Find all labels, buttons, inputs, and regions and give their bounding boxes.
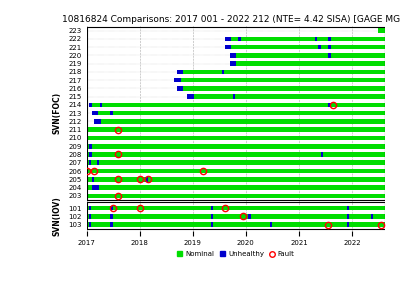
Bar [371, 214, 373, 219]
Bar [86, 128, 385, 132]
Bar [224, 37, 385, 41]
Bar [224, 45, 385, 50]
Bar [86, 214, 385, 219]
Bar [230, 61, 236, 66]
Bar [222, 70, 224, 74]
Bar [211, 206, 214, 211]
Bar [92, 185, 99, 190]
Bar [328, 37, 331, 41]
Bar [174, 78, 385, 82]
Bar [86, 144, 385, 148]
Text: SVN(FOC): SVN(FOC) [52, 92, 61, 134]
Bar [188, 94, 385, 99]
Bar [248, 214, 251, 219]
Bar [321, 152, 323, 157]
Bar [174, 78, 180, 82]
Bar [230, 61, 385, 66]
Bar [92, 111, 98, 116]
Bar [86, 177, 385, 182]
Bar [177, 86, 183, 91]
Bar [94, 119, 101, 124]
Bar [328, 45, 331, 50]
Bar [89, 214, 91, 219]
Bar [110, 111, 113, 116]
Bar [224, 37, 231, 41]
Bar [211, 223, 214, 227]
Title: 10816824 Comparisons: 2017 001 - 2022 212 (NTE= 4.42 SISA) [GAGE MGX]: 10816824 Comparisons: 2017 001 - 2022 21… [62, 15, 400, 24]
Bar [89, 103, 385, 107]
Bar [86, 152, 385, 157]
Bar [232, 94, 235, 99]
Bar [230, 53, 236, 58]
Bar [177, 86, 385, 91]
Bar [270, 223, 272, 227]
Bar [315, 37, 317, 41]
Bar [328, 53, 331, 58]
Bar [89, 160, 91, 165]
Bar [188, 94, 194, 99]
Bar [89, 223, 91, 227]
Bar [86, 169, 385, 173]
Bar [86, 223, 385, 227]
Bar [211, 214, 214, 219]
Bar [110, 206, 112, 211]
Bar [97, 160, 99, 165]
Bar [89, 144, 92, 148]
Bar [86, 185, 385, 190]
Bar [92, 177, 94, 182]
Bar [94, 119, 385, 124]
Bar [347, 214, 349, 219]
Bar [318, 45, 321, 50]
Bar [177, 70, 385, 74]
Bar [86, 206, 385, 211]
Bar [100, 103, 102, 107]
Bar [92, 111, 385, 116]
Bar [224, 45, 231, 50]
Bar [177, 70, 183, 74]
Bar [89, 103, 92, 107]
Bar [347, 223, 349, 227]
Bar [89, 206, 91, 211]
Bar [110, 223, 112, 227]
Bar [86, 136, 385, 140]
Bar [328, 103, 331, 107]
Bar [378, 28, 385, 33]
Bar [230, 53, 385, 58]
Bar [347, 206, 349, 211]
Bar [110, 214, 112, 219]
Bar [86, 194, 385, 198]
Bar [89, 152, 92, 157]
Bar [86, 160, 385, 165]
Legend: Nominal, Unhealthy, Fault: Nominal, Unhealthy, Fault [174, 248, 298, 260]
Bar [238, 37, 240, 41]
Text: SVN(IOV): SVN(IOV) [52, 196, 61, 236]
Bar [145, 177, 148, 182]
